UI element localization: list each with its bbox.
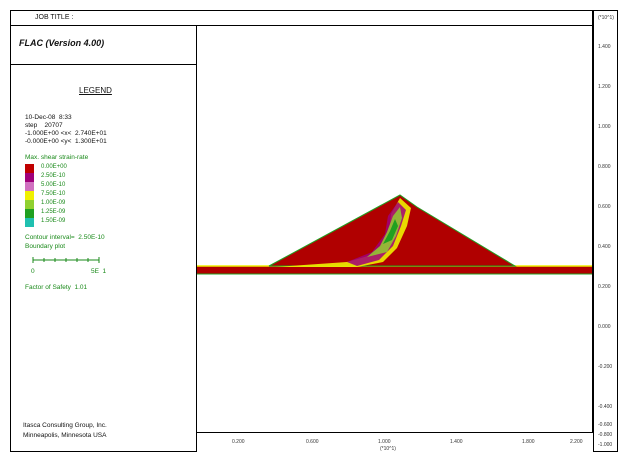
job-title-bar: JOB TITLE : (10, 10, 593, 26)
contour-label-2: 5.00E-10 (41, 182, 66, 188)
y-axis-header: (*10^1) (598, 15, 614, 21)
x-tick-3: 1.400 (450, 439, 463, 445)
contour-swatch-2 (25, 182, 34, 191)
contour-label-0: 0.00E+00 (41, 164, 67, 170)
y-axis-panel: (*10^1) 1.400 1.200 1.000 0.800 0.600 0.… (593, 10, 618, 452)
boundary-plot-label: Boundary plot (25, 243, 66, 250)
scale-left-label: 0 (31, 268, 35, 275)
plot-area (197, 26, 593, 433)
y-tick-3: 0.800 (598, 164, 611, 170)
legend-date: 10-Dec-08 8:33 (25, 114, 72, 121)
contour-swatch-4 (25, 200, 34, 209)
y-tick-0: 1.400 (598, 44, 611, 50)
contour-title: Max. shear strain-rate (25, 154, 89, 161)
x-tick-4: 1.800 (522, 439, 535, 445)
legend-title: LEGEND (79, 86, 112, 95)
legend-step: step 20707 (25, 122, 63, 129)
legend-y-range: -0.000E+00 <y< 1.300E+01 (25, 138, 107, 145)
x-axis-unit: (*10^1) (380, 446, 396, 452)
program-title-box: FLAC (Version 4.00) (11, 26, 196, 65)
job-title-label: JOB TITLE : (35, 14, 74, 21)
contour-label-3: 7.50E-10 (41, 191, 66, 197)
shear-band-green (367, 207, 402, 257)
y-tick-12: -1.000 (598, 442, 613, 448)
x-tick-5: 2.200 (570, 439, 583, 445)
x-tick-0: 0.200 (232, 439, 245, 445)
contour-swatch-5 (25, 209, 34, 218)
contour-label-6: 1.50E-09 (41, 218, 66, 224)
y-tick-6: 0.200 (598, 284, 611, 290)
y-tick-1: 1.200 (598, 84, 611, 90)
contour-label-4: 1.00E-09 (41, 200, 66, 206)
y-tick-7: 0.000 (598, 324, 611, 330)
shear-band-purple (347, 202, 406, 266)
contour-swatch-0 (25, 164, 34, 173)
x-tick-2: 1.000 (378, 439, 391, 445)
foundation-layer (197, 266, 592, 274)
contour-interval: Contour interval= 2.50E-10 (25, 234, 105, 241)
y-tick-10: -0.600 (598, 422, 613, 428)
legend-x-range: -1.000E+00 <x< 2.740E+01 (25, 130, 107, 137)
x-tick-1: 0.600 (306, 439, 319, 445)
y-tick-4: 0.600 (598, 204, 611, 210)
y-tick-9: -0.400 (598, 404, 613, 410)
credit-location: Minneapolis, Minnesota USA (23, 432, 107, 439)
contour-swatch-6 (25, 218, 34, 227)
contour-swatch-1 (25, 173, 34, 182)
contour-label-5: 1.25E-09 (41, 209, 66, 215)
scale-bar (32, 257, 100, 263)
scale-right-label: 5E 1 (91, 268, 107, 275)
contour-label-1: 2.50E-10 (41, 173, 66, 179)
program-title: FLAC (Version 4.00) (19, 38, 105, 48)
credit-company: Itasca Consulting Group, Inc. (23, 422, 107, 429)
dam-plot (197, 194, 592, 275)
contour-swatch-3 (25, 191, 34, 200)
shear-band-core (383, 219, 398, 244)
y-tick-5: 0.400 (598, 244, 611, 250)
y-tick-11: -0.800 (598, 432, 613, 438)
legend-panel: FLAC (Version 4.00) LEGEND 10-Dec-08 8:3… (10, 26, 197, 452)
y-tick-8: -0.200 (598, 364, 613, 370)
factor-of-safety: Factor of Safety 1.01 (25, 284, 88, 291)
y-tick-2: 1.000 (598, 124, 611, 130)
